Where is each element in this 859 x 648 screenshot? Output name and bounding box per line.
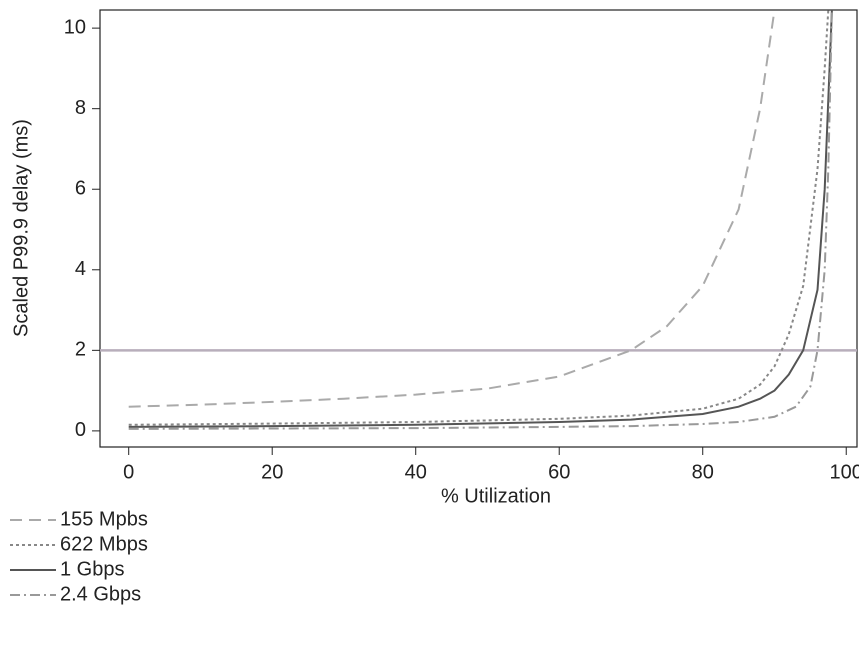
y-tick-label: 0 xyxy=(75,419,86,441)
legend-label: 622 Mbps xyxy=(60,533,148,555)
legend-label: 2.4 Gbps xyxy=(60,583,141,605)
y-tick-label: 8 xyxy=(75,97,86,119)
series-line xyxy=(128,10,776,408)
legend-label: 155 Mpbs xyxy=(60,508,148,530)
x-tick-label: 20 xyxy=(261,461,283,483)
series-line xyxy=(128,10,833,430)
y-tick-label: 6 xyxy=(75,178,86,200)
x-tick-label: 100 xyxy=(830,461,859,483)
x-tick-label: 40 xyxy=(405,461,427,483)
plot-lines xyxy=(100,10,857,430)
plot-frame xyxy=(99,9,858,448)
y-tick-label: 10 xyxy=(64,16,86,38)
series-line xyxy=(128,10,830,426)
y-tick-label: 2 xyxy=(75,339,86,361)
x-tick-label: 0 xyxy=(123,461,134,483)
y-axis-label: Scaled P99.9 delay (ms) xyxy=(10,119,32,337)
x-tick-label: 80 xyxy=(692,461,714,483)
y-tick-label: 4 xyxy=(75,258,86,280)
x-axis-label: % Utilization xyxy=(441,485,551,507)
series-line xyxy=(128,10,833,428)
legend-label: 1 Gbps xyxy=(60,558,124,580)
x-tick-label: 60 xyxy=(548,461,570,483)
